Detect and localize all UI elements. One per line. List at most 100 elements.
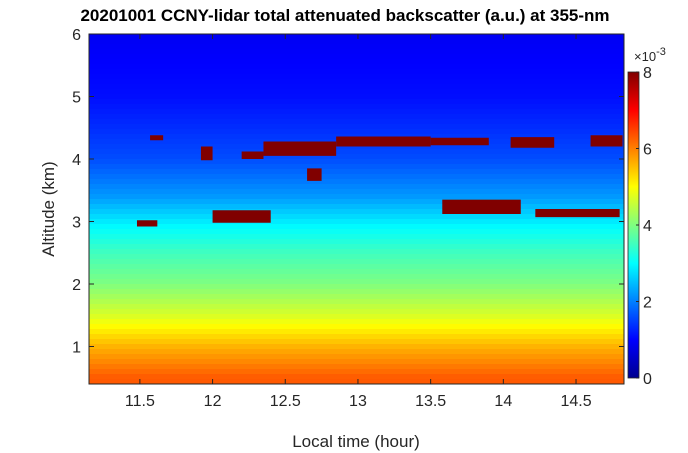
background-band bbox=[89, 154, 624, 160]
background-band bbox=[89, 149, 624, 155]
background-band bbox=[89, 309, 624, 315]
background-band bbox=[89, 349, 624, 355]
background-band bbox=[89, 79, 624, 85]
background-band bbox=[89, 329, 624, 335]
background-band bbox=[89, 369, 624, 375]
cloud-segment bbox=[263, 141, 337, 156]
background-band bbox=[89, 169, 624, 175]
background-band bbox=[89, 244, 624, 250]
colorbar-tick-label: 4 bbox=[643, 218, 652, 235]
background-band bbox=[89, 94, 624, 100]
heatmap-area bbox=[89, 34, 624, 384]
colorbar-exponent-power: -3 bbox=[656, 46, 666, 58]
background-band bbox=[89, 34, 624, 40]
x-tick-label: 12 bbox=[204, 393, 222, 410]
x-axis: 11.5 12 12.5 13 13.5 14 14.5 bbox=[125, 34, 592, 410]
x-tick-label: 11.5 bbox=[125, 393, 155, 410]
cloud-segment bbox=[430, 137, 489, 146]
y-tick-label: 1 bbox=[72, 340, 81, 357]
background-band bbox=[89, 224, 624, 230]
y-tick-label: 6 bbox=[72, 27, 81, 44]
cloud-segment bbox=[307, 168, 322, 181]
background-band bbox=[89, 89, 624, 95]
colorbar-tick-label: 6 bbox=[643, 142, 652, 159]
background-band bbox=[89, 119, 624, 125]
background-band bbox=[89, 204, 624, 210]
cloud-segment bbox=[241, 151, 264, 159]
colorbar-tick-label: 8 bbox=[643, 65, 652, 82]
cloud-segment bbox=[590, 135, 623, 147]
background-band bbox=[89, 144, 624, 150]
background-band bbox=[89, 209, 624, 215]
colorbar-ticks: 0 2 4 6 8 bbox=[636, 65, 652, 388]
background-band bbox=[89, 184, 624, 190]
background-band bbox=[89, 364, 624, 370]
background-band bbox=[89, 319, 624, 325]
background-band bbox=[89, 344, 624, 350]
y-axis-label: Altitude (km) bbox=[39, 161, 58, 256]
background-band bbox=[89, 69, 624, 75]
background-band bbox=[89, 359, 624, 365]
background-band bbox=[89, 54, 624, 60]
cloud-segment bbox=[136, 220, 158, 227]
background-band bbox=[89, 274, 624, 280]
background-band bbox=[89, 249, 624, 255]
background-band bbox=[89, 114, 624, 120]
background-band bbox=[89, 194, 624, 200]
background-band bbox=[89, 104, 624, 110]
y-tick-label: 2 bbox=[72, 277, 81, 294]
background-band bbox=[89, 174, 624, 180]
cloud-segment bbox=[212, 210, 271, 223]
background-band bbox=[89, 64, 624, 70]
chart-title: 20201001 CCNY-lidar total attenuated bac… bbox=[80, 6, 609, 25]
background-band bbox=[89, 129, 624, 135]
background-band bbox=[89, 59, 624, 65]
plot-frame bbox=[88, 33, 625, 385]
y-tick-label: 4 bbox=[72, 152, 81, 169]
background-band bbox=[89, 284, 624, 290]
background-band bbox=[89, 334, 624, 340]
background-band bbox=[89, 379, 624, 384]
background-band bbox=[89, 259, 624, 265]
background-band bbox=[89, 304, 624, 310]
background-band bbox=[89, 74, 624, 80]
cloud-segment bbox=[200, 146, 213, 161]
background-band bbox=[89, 39, 624, 45]
y-tick-label: 3 bbox=[72, 215, 81, 232]
background-band bbox=[89, 199, 624, 205]
background-band bbox=[89, 159, 624, 165]
background-band bbox=[89, 124, 624, 130]
colorbar-tick-label: 0 bbox=[643, 371, 652, 388]
background-band bbox=[89, 219, 624, 225]
x-tick-label: 14.5 bbox=[560, 393, 591, 410]
background-band bbox=[89, 299, 624, 305]
x-tick-label: 12.5 bbox=[270, 393, 301, 410]
x-tick-label: 14 bbox=[494, 393, 512, 410]
background-band bbox=[89, 234, 624, 240]
background-band bbox=[89, 264, 624, 270]
background-band bbox=[89, 189, 624, 195]
y-tick-label: 5 bbox=[72, 90, 81, 107]
background-band bbox=[89, 44, 624, 50]
background-band bbox=[89, 279, 624, 285]
background-band bbox=[89, 99, 624, 105]
colorbar-tick-label: 2 bbox=[643, 295, 652, 312]
cloud-segment bbox=[336, 136, 431, 147]
x-axis-label: Local time (hour) bbox=[292, 432, 420, 451]
background-band bbox=[89, 269, 624, 275]
cloud-segment bbox=[535, 209, 620, 218]
background-band bbox=[89, 324, 624, 330]
x-tick-label: 13 bbox=[349, 393, 367, 410]
cloud-segment bbox=[442, 199, 521, 214]
colorbar-exponent-base: ×10 bbox=[634, 49, 656, 64]
colorbar-exponent: ×10-3 bbox=[634, 46, 666, 64]
background-band bbox=[89, 84, 624, 90]
background-band bbox=[89, 374, 624, 380]
x-tick-label: 13.5 bbox=[415, 393, 446, 410]
background-band bbox=[89, 339, 624, 345]
background-band bbox=[89, 179, 624, 185]
background-band bbox=[89, 214, 624, 220]
background-band bbox=[89, 229, 624, 235]
background-band bbox=[89, 289, 624, 295]
